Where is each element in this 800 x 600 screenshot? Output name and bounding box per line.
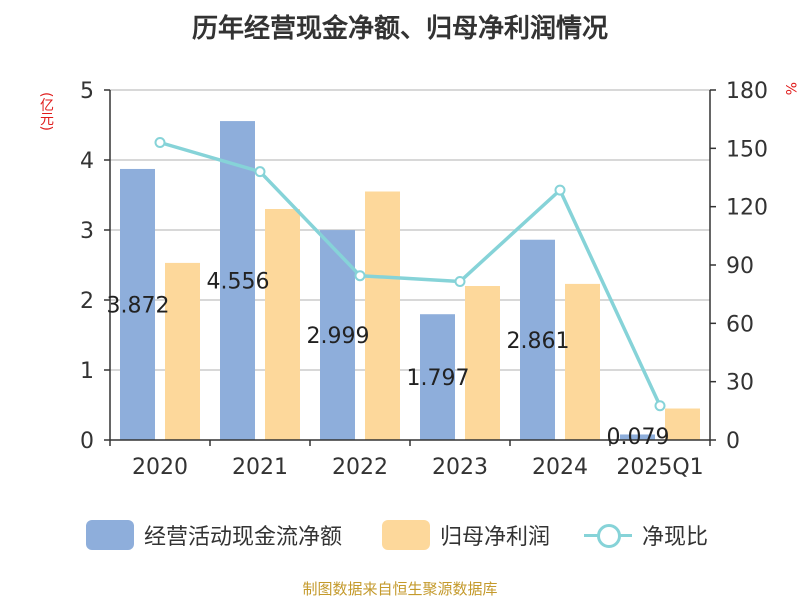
legend-swatch-cashflow <box>86 520 134 550</box>
bar-data-label: 0.079 <box>607 425 670 450</box>
legend-label-cashflow: 经营活动现金流净额 <box>144 525 343 550</box>
legend-item-cashflow[interactable]: 经营活动现金流净额 <box>86 518 342 552</box>
bar-net-profit <box>465 286 500 440</box>
left-tick-label: 2 <box>80 289 94 314</box>
x-tick-label: 2021 <box>232 455 288 480</box>
ratio-line <box>159 140 662 407</box>
bar-data-label: 2.861 <box>507 329 570 354</box>
legend-swatch-net-profit <box>382 520 430 550</box>
chart-title: 历年经营现金净额、归母净利润情况 <box>191 14 608 44</box>
bar-data-label: 3.872 <box>107 293 170 318</box>
left-tick-label: 0 <box>80 429 94 454</box>
bar-data-label: 4.556 <box>207 270 270 295</box>
left-tick-label: 1 <box>80 359 94 384</box>
data-source-note: 制图数据来自恒生聚源数据库 <box>302 580 498 598</box>
right-tick-label: 120 <box>726 196 768 221</box>
right-tick-label: 30 <box>726 371 754 396</box>
bar-cashflow <box>120 168 155 440</box>
x-tick-label: 2025Q1 <box>616 455 703 480</box>
x-tick-label: 2023 <box>432 455 488 480</box>
right-tick-label: 90 <box>726 254 754 279</box>
bar-data-label: 2.999 <box>307 324 370 349</box>
bar-net-profit <box>265 209 300 440</box>
bar-cashflow <box>520 239 555 440</box>
bar-cashflow <box>420 314 455 440</box>
bar-cashflow <box>620 434 655 440</box>
legend-label-ratio: 净现比 <box>642 525 709 550</box>
ratio-point <box>454 276 466 288</box>
ratio-point <box>654 400 666 412</box>
right-tick-label: 0 <box>726 429 740 454</box>
bar-net-profit <box>365 191 400 440</box>
x-tick-label: 2020 <box>132 455 188 480</box>
left-axis-unit: (亿元) <box>38 92 54 131</box>
ratio-point <box>554 184 566 196</box>
left-tick-label: 4 <box>80 149 94 174</box>
bar-cashflow <box>220 121 255 440</box>
right-tick-label: 150 <box>726 137 768 162</box>
bar-net-profit <box>165 262 200 440</box>
bar-data-label: 1.797 <box>407 366 470 391</box>
ratio-point <box>354 270 366 282</box>
left-tick-label: 5 <box>80 79 94 104</box>
legend-label-net-profit: 归母净利润 <box>440 525 551 550</box>
bar-net-profit <box>565 283 600 440</box>
x-tick-label: 2022 <box>332 455 388 480</box>
x-tick-label: 2024 <box>532 455 588 480</box>
right-tick-label: 180 <box>726 79 768 104</box>
ratio-point <box>154 137 166 148</box>
left-tick-label: 3 <box>80 219 94 244</box>
right-tick-label: 60 <box>726 312 754 337</box>
legend-line-ratio <box>584 520 632 550</box>
right-axis-unit: % <box>782 82 798 96</box>
legend: 经营活动现金流净额 归母净利润 净现比 <box>0 518 800 552</box>
legend-item-ratio[interactable]: 净现比 <box>584 518 708 552</box>
ratio-point <box>254 166 266 178</box>
legend-item-net-profit[interactable]: 归母净利润 <box>382 518 550 552</box>
bar-net-profit <box>665 408 700 440</box>
